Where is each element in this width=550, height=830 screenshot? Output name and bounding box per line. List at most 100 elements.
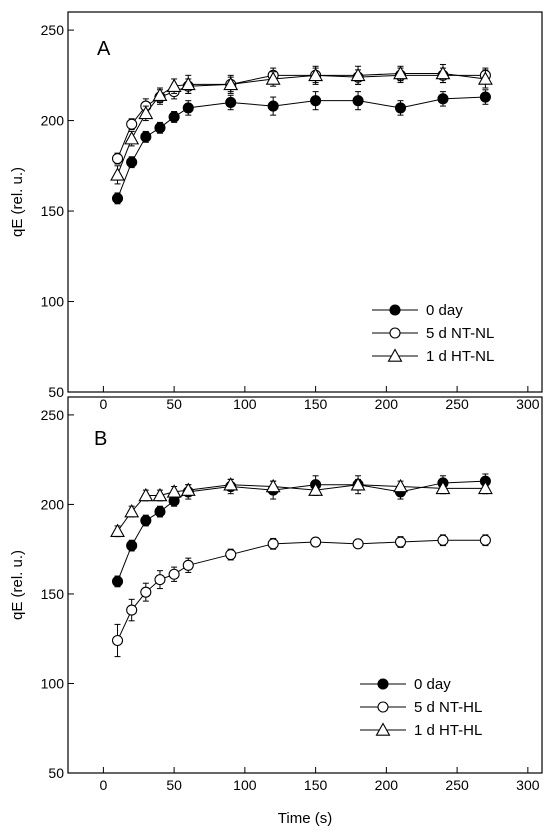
legend-label: 0 day <box>426 302 463 319</box>
data-point <box>126 604 138 616</box>
data-point <box>138 105 154 120</box>
data-point <box>352 95 364 107</box>
x-tick-label: 300 <box>516 777 540 793</box>
panel-label: B <box>94 428 107 450</box>
data-point <box>166 78 182 92</box>
y-tick-label: 200 <box>41 113 65 129</box>
data-point <box>265 71 281 85</box>
x-tick-label: 150 <box>304 396 328 412</box>
data-point <box>124 503 140 518</box>
data-point <box>154 574 166 586</box>
y-tick-label: 100 <box>41 675 65 691</box>
series-line <box>117 539 486 641</box>
x-tick-label: 200 <box>375 777 399 793</box>
panel-b: 0 50 100 150 200 250 300 50 100 150 200 250 qE (rel.… <box>9 396 543 827</box>
x-tick-label: 50 <box>166 777 182 793</box>
data-point <box>126 156 138 168</box>
data-point <box>140 131 152 143</box>
x-tick-label: 100 <box>233 396 257 412</box>
legend-item: 0 day <box>372 302 463 319</box>
data-point <box>479 91 491 103</box>
data-point <box>394 536 407 548</box>
legend: 0 day 5 d NT-NL 1 d HT-NL <box>372 302 494 365</box>
data-point <box>308 482 324 496</box>
series-1 <box>111 89 491 205</box>
data-point <box>394 102 407 114</box>
y-tick-label: 50 <box>48 384 64 400</box>
data-point <box>393 65 408 80</box>
x-tick-label: 0 <box>99 396 107 412</box>
x-tick-label: 50 <box>166 396 182 412</box>
data-point <box>479 534 491 546</box>
series-3 <box>110 63 493 185</box>
data-point <box>477 71 493 85</box>
panel-a: 0 50 100 150 200 250 300 50 100 150 200 250 qE (rel.… <box>9 11 543 412</box>
data-point <box>267 100 279 112</box>
x-axis-title: Time (s) <box>278 810 332 827</box>
data-point <box>111 634 124 647</box>
data-point <box>182 102 194 114</box>
legend-label: 1 d HT-NL <box>426 348 494 365</box>
data-point <box>182 559 194 571</box>
data-point <box>310 95 322 107</box>
series-2 <box>111 534 491 658</box>
data-point <box>140 514 152 527</box>
data-point <box>265 478 281 493</box>
panel-label: A <box>97 38 111 60</box>
data-point <box>111 192 124 204</box>
data-point <box>168 568 180 580</box>
data-point <box>435 480 451 495</box>
y-axis-title: qE (rel. u.) <box>9 167 26 237</box>
plot-frame <box>67 11 543 393</box>
y-tick-label: 150 <box>41 586 65 602</box>
data-point <box>437 534 449 546</box>
legend-marker <box>387 348 403 362</box>
y-tick-label: 200 <box>41 496 65 512</box>
legend-label: 5 d NT-HL <box>414 699 482 716</box>
data-point <box>166 484 182 498</box>
legend-marker <box>375 722 391 736</box>
data-point <box>152 487 168 502</box>
data-point <box>180 76 196 91</box>
legend-label: 5 d NT-NL <box>426 325 494 342</box>
data-point <box>223 477 239 491</box>
y-tick-label: 250 <box>41 22 65 38</box>
data-point <box>393 478 408 493</box>
x-tick-label: 0 <box>99 777 107 793</box>
data-point <box>138 487 154 502</box>
legend-marker <box>389 304 401 316</box>
x-tick-label: 150 <box>304 777 328 793</box>
data-point <box>124 131 140 145</box>
data-point <box>152 87 168 101</box>
data-point <box>267 538 279 550</box>
data-point <box>154 506 166 518</box>
data-point <box>180 482 196 496</box>
legend-marker <box>377 678 389 690</box>
data-point <box>110 167 125 181</box>
data-point <box>310 536 322 548</box>
data-point <box>437 93 449 105</box>
data-point <box>225 96 237 109</box>
y-tick-label: 100 <box>41 294 65 310</box>
y-tick-label: 250 <box>41 407 65 423</box>
x-tick-label: 200 <box>375 396 399 412</box>
x-tick-label: 300 <box>516 396 540 412</box>
data-point <box>308 67 324 82</box>
y-tick-label: 50 <box>48 765 64 781</box>
plot-frame <box>67 396 543 774</box>
data-point <box>126 540 138 552</box>
data-point <box>140 586 152 598</box>
legend-marker <box>389 327 401 339</box>
legend-label: 0 day <box>414 676 451 693</box>
y-axis-title: qE (rel. u.) <box>9 550 26 620</box>
data-point <box>110 523 125 538</box>
data-point <box>223 76 239 91</box>
legend-marker <box>377 701 389 713</box>
legend-label: 1 d HT-HL <box>414 722 482 739</box>
y-tick-label: 150 <box>41 203 65 219</box>
x-tick-label: 250 <box>445 396 469 412</box>
series-3 <box>110 477 493 538</box>
data-point <box>350 67 366 82</box>
legend-item: 1 d HT-HL <box>360 722 482 739</box>
